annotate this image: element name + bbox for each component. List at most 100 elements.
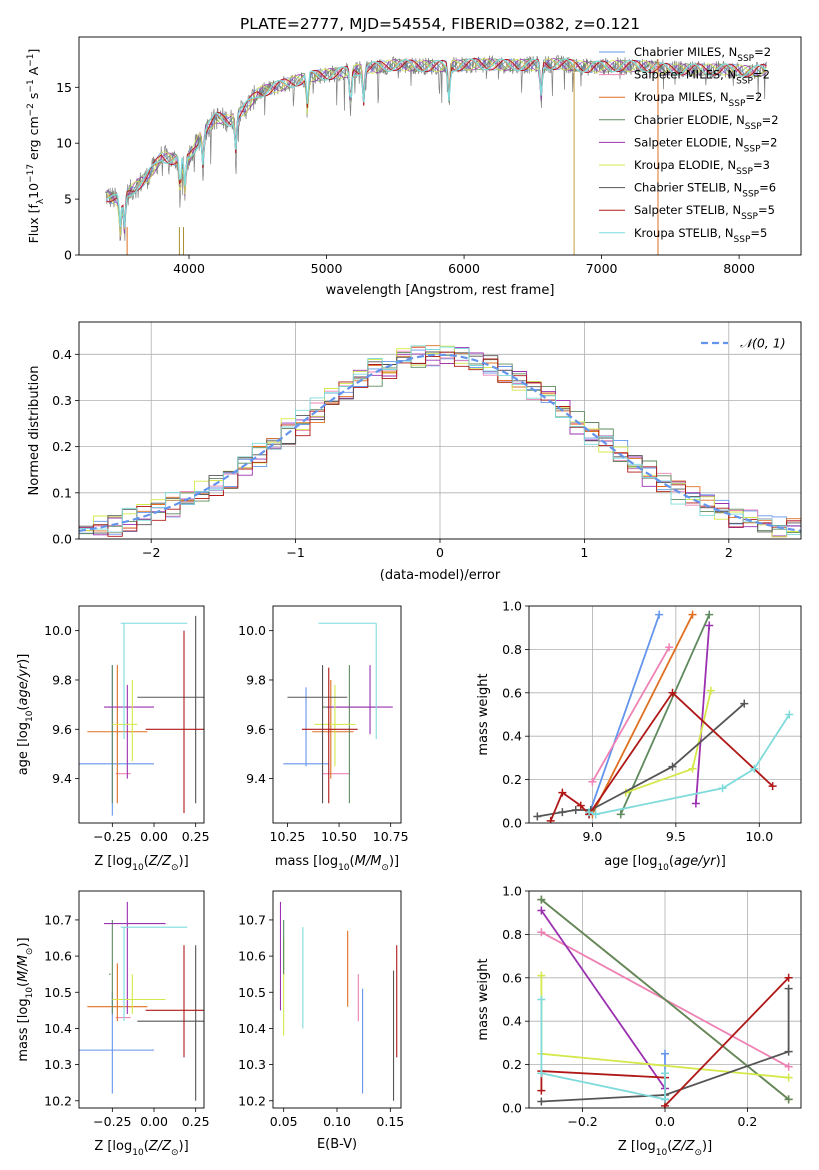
errorbar-point-5	[112, 974, 166, 1014]
axes-frame-age-vs-mass	[272, 605, 402, 824]
weight-marker	[718, 784, 727, 793]
weight-marker	[706, 686, 715, 695]
spectrum-legend: Chabrier MILES, NSSP=2 Salpeter MILES, NS…	[599, 45, 779, 245]
errorbar-point-2	[87, 665, 148, 804]
weight-marker	[688, 764, 697, 773]
weight-marker	[668, 688, 677, 697]
y-tick-label: 15	[56, 80, 72, 95]
x-tick-label: 2	[725, 545, 733, 560]
weight-marker	[537, 1097, 546, 1106]
x-tick-label: 0.25	[182, 829, 210, 844]
errorbar-point-7	[145, 945, 204, 1058]
weight-marker	[558, 808, 567, 817]
weight-marker	[537, 1086, 546, 1095]
weight-line-1	[591, 646, 670, 783]
x-tick-label: 9.5	[666, 829, 686, 844]
y-tick-label: 9.8	[246, 672, 266, 687]
x-axis-label: (data-model)/error	[380, 568, 501, 583]
weight-line-6	[537, 702, 745, 818]
y-tick-label: 10.2	[44, 1093, 72, 1108]
plot-area-residuals	[79, 322, 801, 539]
errorbar-point-6	[287, 665, 348, 804]
errorbar-point-2	[87, 963, 148, 1022]
y-tick-label: 1.0	[502, 599, 522, 614]
weight-marker	[661, 1049, 669, 1058]
weight-line-0	[588, 614, 661, 815]
weight-marker	[588, 777, 597, 786]
x-tick-label: 0.00	[140, 829, 168, 844]
panel-spectrum: 4000 5000 6000 7000 8000 0 5 10 15 Chabrier MILES…	[26, 36, 802, 298]
weight-marker	[661, 1069, 669, 1078]
weight-marker	[585, 808, 594, 817]
errorbar-point-4	[104, 684, 154, 779]
weight-line-6	[541, 988, 790, 1103]
y-tick-label: 5	[64, 192, 72, 207]
x-axis-label: Z [log10(Z/Z⊙)]	[94, 854, 188, 873]
y-tick-label: 0.6	[502, 970, 522, 985]
errorbar-point-5	[112, 679, 138, 762]
axes-frame-mass-vs-Z	[78, 890, 205, 1109]
y-tick-label: 9.6	[246, 722, 266, 737]
x-tick-label: −1	[286, 545, 304, 560]
y-axis-label: mass weight	[476, 673, 491, 755]
panel-age-vs-mass: 10.25 10.50 10.75 9.4 9.6 9.8 10.0 mass [log10(…	[238, 605, 409, 873]
weight-marker	[784, 1095, 793, 1104]
x-tick-label: 0.25	[182, 1114, 210, 1129]
y-tick-label: 0.3	[52, 393, 72, 408]
legend-label: Kroupa ELODIE, NSSP=3	[634, 158, 770, 177]
plot-area-mass-vs-ebv	[279, 901, 398, 1101]
weight-marker	[688, 610, 697, 619]
panel-mass-vs-ebv: 0.05 0.10 0.15 10.2 10.3 10.4 10.5 10.6 10.7 E(B-…	[238, 890, 404, 1152]
errorbar-point-4	[104, 901, 166, 1014]
y-axis-label: Flux [fλ10−17 erg cm−2 s−1 A−1]	[26, 49, 46, 244]
weight-marker	[537, 971, 546, 980]
x-axis-label: wavelength [Angstrom, rest frame]	[326, 283, 555, 298]
y-tick-label: 0.2	[52, 439, 72, 454]
errorbar-point-8	[120, 926, 188, 1022]
x-tick-label: −2	[142, 545, 160, 560]
errorbar-point-7	[145, 630, 204, 814]
y-tick-label: 0.0	[502, 816, 522, 831]
weight-marker	[546, 816, 555, 823]
x-tick-label: 6000	[448, 261, 480, 276]
x-tick-label: 0.0	[655, 1114, 675, 1129]
legend-label: Chabrier MILES, NSSP=2	[634, 45, 771, 64]
residual-legend: 𝒩(0, 1)	[701, 336, 786, 351]
errorbar-point-3	[109, 919, 113, 1014]
y-tick-label: 10.2	[238, 1093, 266, 1108]
figure-title: PLATE=2777, MJD=54554, FIBERID=0382, z=0…	[240, 15, 640, 33]
weight-marker	[558, 788, 567, 797]
panel-weight-vs-Z: −0.2 0.0 0.2 0.0 0.2 0.4 0.6 0.8 1.0 Z [log10(Z/Z…	[476, 884, 802, 1158]
panel-weight-vs-age: 9.0 9.5 10.0 0.0 0.2 0.4 0.6 0.8 1.0 age [log10(a…	[476, 599, 802, 873]
weight-marker	[784, 1047, 793, 1056]
legend-label: Chabrier ELODIE, NSSP=2	[634, 113, 779, 132]
legend-label: 𝒩(0, 1)	[740, 336, 786, 351]
y-tick-label: 0.1	[52, 485, 72, 500]
x-tick-label: 1	[580, 545, 588, 560]
weight-marker	[533, 812, 542, 821]
weight-marker	[537, 906, 546, 915]
weight-line-4	[695, 625, 711, 804]
x-tick-label: 10.0	[745, 829, 773, 844]
weight-marker	[785, 710, 794, 719]
y-tick-label: 10.5	[44, 985, 72, 1000]
plot-area-weight-vs-age	[529, 606, 801, 823]
y-tick-label: 10.7	[238, 912, 266, 927]
axes-frame-spectrum	[78, 36, 802, 256]
weight-marker	[591, 810, 600, 819]
x-tick-label: 8000	[723, 261, 755, 276]
weight-marker	[768, 782, 777, 791]
y-tick-label: 10.6	[238, 949, 266, 964]
y-axis-label: Normed distribution	[27, 366, 42, 496]
y-tick-label: 10.7	[44, 912, 72, 927]
weight-marker	[571, 805, 580, 814]
y-tick-label: 9.4	[246, 771, 266, 786]
y-tick-label: 0.6	[502, 685, 522, 700]
errorbar-point-0	[79, 992, 154, 1094]
errorbar-point-0	[79, 665, 154, 816]
y-tick-label: 10.4	[238, 1021, 266, 1036]
weight-line-4	[540, 909, 666, 1090]
y-tick-label: 10.3	[44, 1057, 72, 1072]
